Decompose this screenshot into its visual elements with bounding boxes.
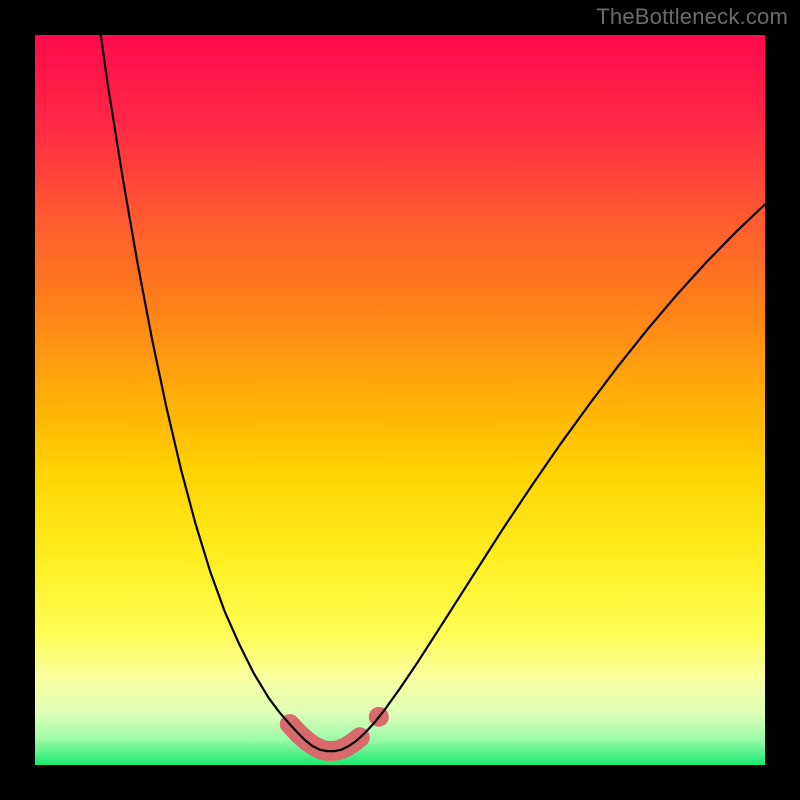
chart-root: TheBottleneck.com — [0, 0, 800, 800]
gradient-background — [35, 35, 765, 765]
bottleneck-curve-chart — [0, 0, 800, 800]
plot-area — [35, 35, 765, 765]
